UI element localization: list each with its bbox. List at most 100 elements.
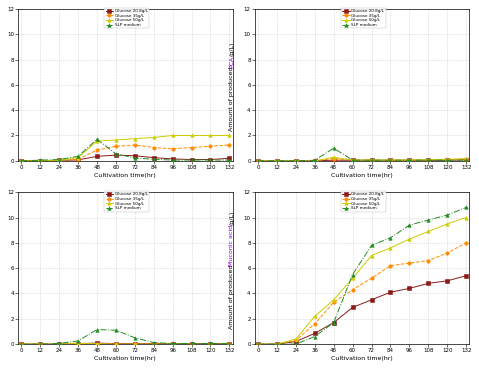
Glucose 50g/L: [369, 253, 375, 258]
Text: Amount of produced: Amount of produced: [229, 262, 234, 329]
Glucose 50g/L: [151, 342, 157, 346]
SLP medium: [425, 218, 431, 222]
Glucose 35g/L: [189, 342, 194, 346]
Glucose 35g/L: [293, 159, 299, 163]
SLP medium: [255, 159, 261, 163]
Glucose 35g/L: [255, 342, 261, 346]
Line: SLP medium: SLP medium: [256, 146, 468, 163]
SLP medium: [331, 321, 337, 325]
Line: Glucose 35g/L: Glucose 35g/L: [256, 241, 468, 346]
SLP medium: [407, 223, 412, 227]
Glucose 35g/L: [369, 158, 375, 162]
Glucose 50g/L: [56, 342, 62, 346]
Glucose 20.8g/L: [37, 342, 43, 346]
SLP medium: [445, 158, 450, 162]
Glucose 20.8g/L: [113, 153, 119, 157]
Glucose 35g/L: [293, 338, 299, 343]
SLP medium: [151, 340, 157, 345]
Glucose 20.8g/L: [463, 158, 469, 162]
Glucose 35g/L: [132, 143, 137, 147]
Glucose 20.8g/L: [227, 342, 232, 346]
Glucose 35g/L: [113, 342, 119, 346]
Line: SLP medium: SLP medium: [20, 328, 231, 346]
SLP medium: [388, 236, 393, 240]
Glucose 20.8g/L: [293, 159, 299, 163]
Glucose 35g/L: [18, 342, 24, 346]
Glucose 20.8g/L: [369, 298, 375, 302]
SLP medium: [151, 157, 157, 162]
Glucose 35g/L: [425, 158, 431, 162]
SLP medium: [132, 336, 137, 340]
SLP medium: [407, 158, 412, 162]
Glucose 50g/L: [425, 229, 431, 234]
Glucose 50g/L: [227, 342, 232, 346]
SLP medium: [132, 156, 137, 160]
Glucose 35g/L: [56, 158, 62, 163]
X-axis label: Cultivation time(hr): Cultivation time(hr): [94, 356, 156, 361]
Glucose 50g/L: [350, 276, 355, 280]
Text: Amount of produced: Amount of produced: [229, 65, 234, 131]
X-axis label: Cultivation time(hr): Cultivation time(hr): [331, 173, 393, 178]
Glucose 35g/L: [425, 258, 431, 263]
Legend: Glucose 20.8g/L, Glucose 35g/L, Glucose 50g/L, SLP medium: Glucose 20.8g/L, Glucose 35g/L, Glucose …: [341, 191, 386, 212]
Glucose 20.8g/L: [331, 158, 337, 162]
Glucose 20.8g/L: [37, 158, 43, 163]
Glucose 50g/L: [18, 342, 24, 346]
Glucose 50g/L: [425, 158, 431, 162]
Glucose 50g/L: [463, 156, 469, 161]
Glucose 50g/L: [113, 138, 119, 142]
Glucose 50g/L: [75, 155, 81, 160]
SLP medium: [255, 342, 261, 346]
Glucose 50g/L: [331, 155, 337, 159]
SLP medium: [75, 339, 81, 343]
Line: Glucose 20.8g/L: Glucose 20.8g/L: [256, 274, 468, 346]
Glucose 50g/L: [207, 133, 213, 138]
Glucose 35g/L: [407, 261, 412, 265]
SLP medium: [463, 158, 469, 162]
SLP medium: [75, 154, 81, 159]
SLP medium: [170, 158, 175, 162]
Text: Muconic acid: Muconic acid: [229, 225, 234, 266]
Glucose 20.8g/L: [388, 290, 393, 294]
SLP medium: [113, 152, 119, 156]
Text: PCA: PCA: [229, 56, 234, 68]
Glucose 20.8g/L: [445, 279, 450, 283]
Glucose 35g/L: [227, 143, 232, 147]
Glucose 50g/L: [293, 337, 299, 341]
Glucose 50g/L: [312, 314, 318, 318]
Glucose 50g/L: [274, 159, 280, 163]
Glucose 35g/L: [227, 342, 232, 346]
Glucose 20.8g/L: [463, 273, 469, 278]
Glucose 35g/L: [463, 241, 469, 245]
Glucose 50g/L: [207, 342, 213, 346]
Glucose 35g/L: [151, 342, 157, 346]
Glucose 50g/L: [37, 342, 43, 346]
Glucose 35g/L: [331, 156, 337, 161]
Glucose 50g/L: [189, 133, 194, 138]
SLP medium: [293, 159, 299, 163]
SLP medium: [94, 137, 100, 142]
Glucose 35g/L: [189, 145, 194, 150]
SLP medium: [312, 334, 318, 339]
Glucose 35g/L: [350, 287, 355, 292]
Glucose 50g/L: [132, 342, 137, 346]
Glucose 35g/L: [463, 157, 469, 162]
Glucose 35g/L: [445, 251, 450, 255]
Glucose 50g/L: [170, 342, 175, 346]
Glucose 20.8g/L: [56, 158, 62, 163]
Glucose 20.8g/L: [207, 158, 213, 162]
Glucose 50g/L: [312, 159, 318, 163]
Glucose 50g/L: [407, 158, 412, 162]
SLP medium: [170, 341, 175, 346]
Glucose 35g/L: [75, 341, 81, 345]
SLP medium: [18, 159, 24, 163]
Glucose 50g/L: [227, 133, 232, 138]
SLP medium: [293, 342, 299, 346]
Line: SLP medium: SLP medium: [256, 206, 468, 346]
Glucose 20.8g/L: [75, 158, 81, 162]
SLP medium: [463, 205, 469, 210]
Glucose 35g/L: [75, 157, 81, 162]
Glucose 20.8g/L: [407, 158, 412, 163]
Glucose 50g/L: [189, 342, 194, 346]
Glucose 50g/L: [293, 159, 299, 163]
